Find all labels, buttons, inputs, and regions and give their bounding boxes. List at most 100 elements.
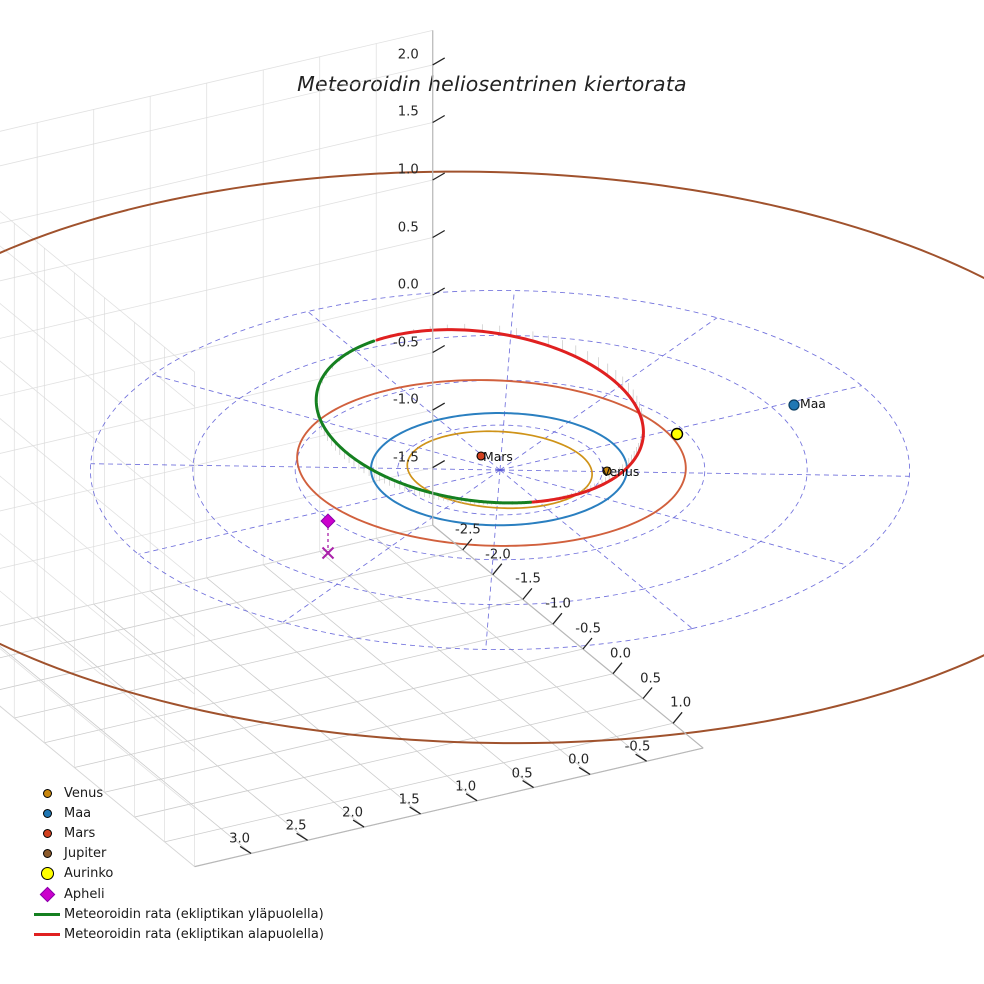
z-tick-label-5: -0.5 bbox=[393, 335, 419, 351]
grid-line-back bbox=[0, 245, 195, 407]
legend-dot-icon bbox=[42, 849, 52, 859]
legend-item-apheli[interactable]: Apheli bbox=[30, 884, 360, 904]
body-markers bbox=[320, 399, 800, 560]
z-tick-mark bbox=[432, 287, 446, 296]
legend: Venus Maa Mars Jupiter Aurinko Apheli Meteoroi… bbox=[30, 783, 360, 945]
legend-dot-icon bbox=[42, 828, 52, 838]
y-tick-mark bbox=[635, 753, 647, 762]
legend-item-label: Maa bbox=[64, 805, 92, 821]
x-tick-mark bbox=[552, 612, 563, 625]
y-tick-mark bbox=[465, 793, 478, 802]
grid-line-bottom bbox=[0, 574, 493, 690]
y-tick-label-2: 0.5 bbox=[511, 766, 533, 782]
z-tick-mark bbox=[432, 229, 446, 239]
x-tick-label-2: -1.5 bbox=[515, 571, 541, 587]
grid-line-back bbox=[0, 360, 195, 522]
grid-line-left bbox=[0, 294, 433, 397]
y-tick-mark bbox=[296, 832, 308, 841]
z-tick-mark bbox=[432, 344, 446, 354]
y-tick-mark bbox=[239, 845, 252, 854]
x-tick-mark bbox=[492, 563, 503, 576]
legend-item-mars[interactable]: Mars bbox=[30, 823, 360, 843]
x-tick-label-0: -2.5 bbox=[455, 522, 481, 538]
ecliptic-spoke bbox=[499, 469, 693, 629]
y-tick-mark bbox=[578, 766, 591, 775]
x-tick-label-7: 1.0 bbox=[670, 695, 692, 711]
x-tick-mark bbox=[462, 538, 473, 551]
ecliptic-spoke bbox=[152, 374, 501, 471]
y-tick-label-0: -0.5 bbox=[624, 739, 651, 755]
legend-item-label: Apheli bbox=[64, 886, 105, 902]
grid-line-bottom bbox=[319, 551, 591, 775]
grid-line-back bbox=[0, 533, 195, 695]
marker-venus bbox=[602, 466, 612, 476]
grid-line-bottom bbox=[164, 722, 674, 843]
legend-line-icon bbox=[34, 912, 60, 916]
meteoroid-orbit bbox=[314, 328, 645, 505]
legend-item-meteoroidin[interactable]: Meteoroidin rata (ekliptikan alapuolella… bbox=[30, 924, 360, 944]
axis-spines bbox=[194, 30, 704, 868]
legend-item-aurinko[interactable]: Aurinko bbox=[30, 864, 360, 884]
grid-line-left bbox=[0, 179, 433, 282]
legend-dot-icon bbox=[42, 808, 52, 818]
x-tick-label-3: -1.0 bbox=[545, 596, 571, 612]
legend-dot-icon bbox=[42, 788, 52, 798]
grid-line-left bbox=[0, 352, 433, 454]
legend-item-label: Meteoroidin rata (ekliptikan yläpuolella… bbox=[64, 906, 324, 922]
y-tick-label-7: 3.0 bbox=[229, 831, 251, 847]
label-venus: Venus bbox=[602, 464, 640, 479]
marker-aphelion bbox=[320, 513, 336, 529]
y-tick-label-1: 0.0 bbox=[568, 752, 590, 768]
z-tick-label-6: -1.0 bbox=[393, 392, 419, 408]
grid-line-left bbox=[0, 30, 433, 132]
grid-line-bottom bbox=[74, 648, 584, 768]
x-tick-label-5: 0.0 bbox=[610, 646, 632, 662]
y-tick-mark bbox=[352, 819, 365, 828]
z-tick-mark bbox=[432, 114, 446, 124]
z-tick-label-1: 1.5 bbox=[397, 104, 419, 120]
grid-line-back bbox=[0, 475, 195, 637]
grid-line-left bbox=[0, 524, 433, 627]
legend-item-meteoroidin[interactable]: Meteoroidin rata (ekliptikan yläpuolella… bbox=[30, 904, 360, 924]
grid-line-bottom bbox=[206, 577, 478, 802]
z-tick-label-0: 2.0 bbox=[397, 47, 419, 63]
y-tick-mark bbox=[409, 806, 421, 815]
legend-item-maa[interactable]: Maa bbox=[30, 803, 360, 823]
z-tick-mark bbox=[432, 460, 446, 469]
ecliptic-spoke bbox=[499, 469, 848, 566]
y-tick-label-4: 1.5 bbox=[398, 792, 420, 808]
z-tick-label-2: 1.0 bbox=[397, 162, 419, 178]
grid-line-back bbox=[0, 648, 195, 810]
marker-earth bbox=[788, 399, 800, 411]
legend-diamond-icon bbox=[39, 886, 55, 902]
grid-line-left bbox=[0, 467, 433, 569]
grid-line-bottom bbox=[14, 599, 523, 719]
legend-item-jupiter[interactable]: Jupiter bbox=[30, 844, 360, 864]
x-tick-label-4: -0.5 bbox=[575, 621, 601, 637]
ecliptic-spoke bbox=[499, 317, 718, 471]
label-maa: Maa bbox=[800, 396, 826, 411]
x-tick-mark bbox=[582, 637, 593, 650]
z-tick-label-7: -1.5 bbox=[393, 450, 419, 466]
grid-line-bottom bbox=[104, 673, 614, 793]
legend-item-label: Aurinko bbox=[64, 866, 114, 882]
grid-line-left bbox=[0, 409, 433, 512]
marker-sun bbox=[670, 427, 684, 441]
y-tick-label-6: 2.5 bbox=[285, 818, 307, 834]
ecliptic-spoke bbox=[138, 469, 501, 555]
grid-line-bottom bbox=[0, 524, 433, 627]
grid-line-bottom bbox=[149, 590, 421, 815]
grid-line-back bbox=[0, 418, 195, 580]
legend-item-venus[interactable]: Venus bbox=[30, 783, 360, 803]
grid-line-back bbox=[0, 303, 195, 465]
grid-line-bottom bbox=[0, 645, 252, 854]
legend-line-icon bbox=[34, 933, 60, 936]
x-tick-mark bbox=[642, 687, 653, 699]
grid-line-bottom bbox=[36, 617, 308, 841]
x-tick-label-1: -2.0 bbox=[485, 547, 511, 563]
grid-line-back bbox=[0, 210, 195, 373]
grid-line-back bbox=[0, 590, 195, 752]
grid-line-bottom bbox=[0, 549, 463, 659]
